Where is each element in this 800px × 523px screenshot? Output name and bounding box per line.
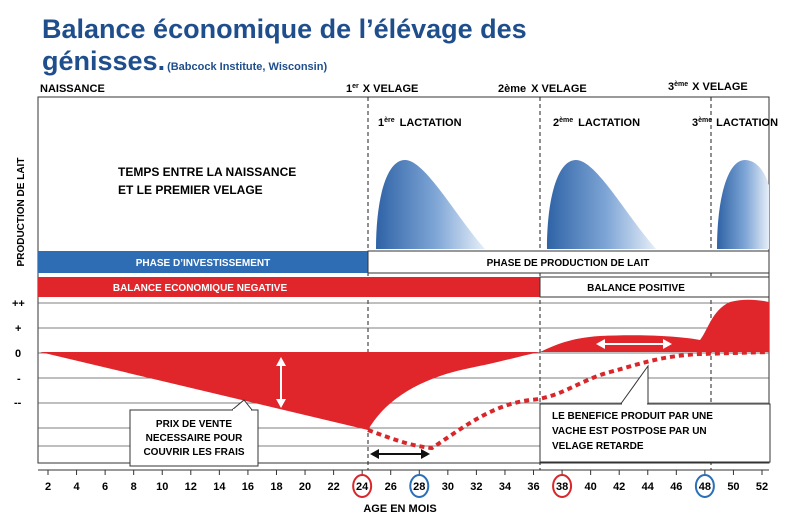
production-phase-bar [367, 250, 770, 274]
x-tick-label: 42 [613, 481, 625, 493]
x-tick-label: 38 [556, 481, 568, 493]
x-tick-label: 52 [756, 481, 768, 493]
rearing-period-line2: ET LE PREMIER VELAGE [118, 183, 263, 197]
scale-double-minus: -- [14, 397, 22, 409]
x-tick-circle-blue [694, 474, 715, 498]
x-tick-label: 10 [156, 481, 168, 493]
postponed-line2: VACHE EST POSTPOSE PAR UN [552, 426, 707, 437]
x-tick-label: 20 [299, 481, 311, 493]
x-tick-label: 46 [670, 481, 682, 493]
x-tick-label: 8 [131, 481, 137, 493]
sale-price-note: PRIX DE VENTE NECESSAIRE POUR COUVRIR LE… [129, 399, 259, 467]
cost-arrow [276, 357, 286, 408]
delay-arrow [370, 449, 430, 459]
source-note: (Babcock Institute, Wisconsin) [167, 61, 328, 73]
lactation-2-label: 2ème LACTATION [553, 117, 640, 129]
x-tick-label: 12 [185, 481, 197, 493]
lactation-curve-1 [376, 160, 485, 249]
x-tick-label: 24 [356, 481, 369, 493]
x-tick-circle-red [352, 474, 373, 498]
positive-balance-area [540, 299, 769, 352]
x-tick-label: 18 [270, 481, 282, 493]
investment-phase-label: PHASE D’INVESTISSEMENT [136, 258, 270, 269]
x-axis-ticks: 2 4 6 8 10 12 14 16 18 20 22 24 26 28 30 32 34 36 38 40 42 44… [45, 470, 768, 498]
negative-balance-label: BALANCE ECONOMIQUE NEGATIVE [113, 283, 288, 294]
postponed-line3: VELAGE RETARDE [552, 441, 644, 452]
negative-balance-area [40, 352, 540, 430]
scale-plus: + [15, 323, 21, 335]
x-tick-label: 32 [470, 481, 482, 493]
x-tick-label: 26 [385, 481, 397, 493]
event-calving-2: 2ème X VELAGE [498, 83, 587, 95]
event-calving-1: 1er X VELAGE [346, 83, 418, 95]
profit-arrow [596, 339, 672, 349]
y-axis-label-milk: PRODUCTION DE LAIT [16, 158, 27, 267]
event-birth: NAISSANCE [40, 83, 105, 95]
x-tick-label: 30 [442, 481, 454, 493]
x-tick-label: 14 [213, 481, 226, 493]
event-calving-3: 3ème X VELAGE [668, 81, 748, 93]
x-tick-label: 34 [499, 481, 512, 493]
sale-price-line3: COUVRIR LES FRAIS [143, 447, 244, 458]
x-tick-label: 2 [45, 481, 51, 493]
rearing-period-line1: TEMPS ENTRE LA NAISSANCE [118, 165, 296, 179]
sale-price-line2: NECESSAIRE POUR [146, 433, 243, 444]
x-tick-label: 50 [727, 481, 739, 493]
investment-phase-bar [38, 251, 368, 273]
lactation-3-label: 3ème LACTATION [692, 117, 778, 129]
scale-zero: 0 [15, 348, 21, 360]
x-tick-label: 4 [73, 481, 80, 493]
lactation-1-label: 1ère LACTATION [378, 117, 462, 129]
sale-price-line1: PRIX DE VENTE [156, 419, 232, 430]
x-tick-label: 6 [102, 481, 108, 493]
lactation-curve-2 [547, 160, 656, 249]
scale-minus: - [17, 373, 21, 385]
x-tick-label: 44 [642, 481, 655, 493]
x-tick-label: 16 [242, 481, 254, 493]
positive-balance-bar [539, 276, 770, 298]
negative-balance-bar [38, 277, 540, 297]
x-tick-label: 40 [585, 481, 597, 493]
positive-balance-label: BALANCE POSITIVE [587, 283, 685, 294]
x-axis-label: AGE EN MOIS [363, 503, 436, 515]
lactation-curve-3 [717, 160, 769, 249]
x-tick-label: 48 [699, 481, 711, 493]
x-tick-circle-blue [409, 474, 430, 498]
x-tick-label: 36 [527, 481, 539, 493]
production-phase-label: PHASE DE PRODUCTION DE LAIT [487, 258, 650, 269]
x-tick-circle-red [552, 474, 573, 498]
scale-double-plus: ++ [12, 298, 25, 310]
x-tick-label: 28 [413, 481, 425, 493]
page-title-line2: génisses. (Babcock Institute, Wisconsin) [42, 46, 328, 76]
postponed-profit-note: LE BENEFICE PRODUIT PAR UNE VACHE EST PO… [539, 364, 771, 463]
postponed-line1: LE BENEFICE PRODUIT PAR UNE [552, 411, 713, 422]
page-title-line1: Balance économique de l’élévage des [42, 14, 527, 44]
x-tick-label: 22 [327, 481, 339, 493]
